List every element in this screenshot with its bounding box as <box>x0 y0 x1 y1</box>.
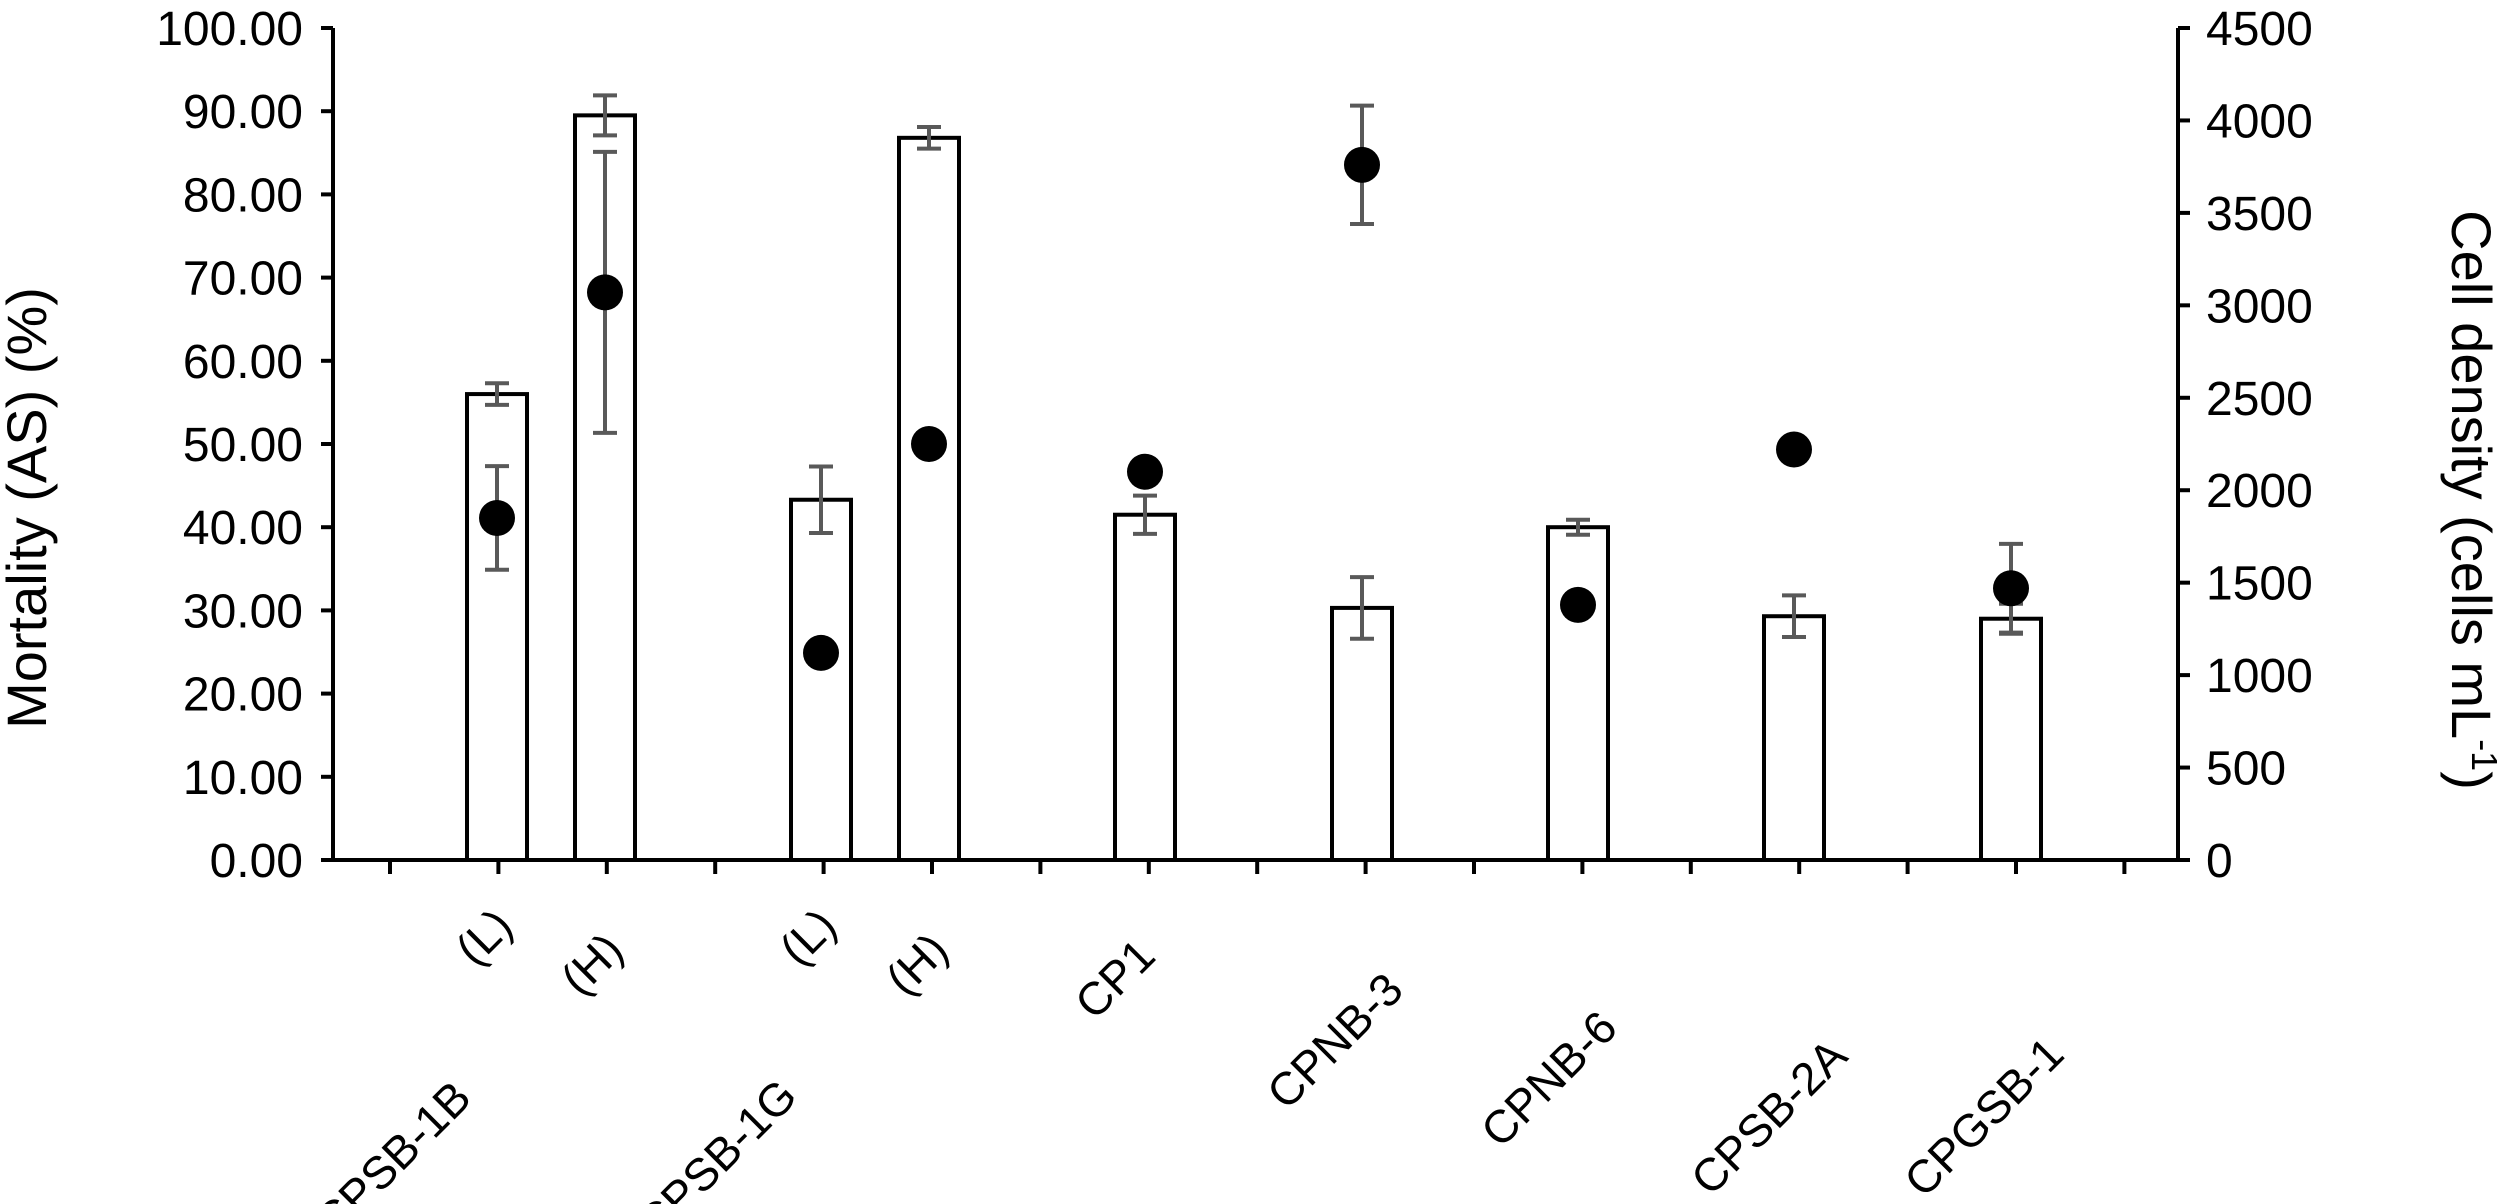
y-right-axis-title-sup: -1 <box>2464 739 2500 771</box>
x-category-label: CPGSB-1 <box>1894 1027 2074 1204</box>
data-point <box>479 499 515 536</box>
y-left-tick-label: 40.00 <box>183 502 303 555</box>
y-left-tick-label: 90.00 <box>183 86 303 139</box>
x-group-label: CPSB-1B <box>305 1071 481 1204</box>
y-left-tick-label: 60.00 <box>183 336 303 389</box>
bar <box>1762 614 1826 862</box>
y-left-tick-label: 30.00 <box>183 585 303 638</box>
bars <box>465 93 2043 863</box>
y-right-tick-label: 1000 <box>2206 650 2313 703</box>
y-right-tick-label: 0 <box>2206 835 2233 888</box>
y-left-axis-title: Mortality (AS) (%) <box>0 287 58 729</box>
y-left-tick-label: 100.00 <box>156 3 303 56</box>
y-right-axis-title: Cell density (cells mL-1) <box>2440 210 2500 790</box>
data-point <box>587 274 623 311</box>
data-point <box>1776 431 1812 468</box>
y-left-tick-label: 20.00 <box>183 669 303 722</box>
y-right-tick-label: 4500 <box>2206 3 2313 56</box>
data-point <box>1127 453 1163 490</box>
y-right-tick-label: 500 <box>2206 743 2286 796</box>
y-left-tick-label: 50.00 <box>183 419 303 472</box>
data-point <box>1560 586 1596 623</box>
points <box>479 103 2029 671</box>
axes <box>321 26 2190 874</box>
data-point <box>1344 146 1380 183</box>
bar <box>1330 605 1394 862</box>
bar <box>1113 512 1177 862</box>
data-point <box>803 634 839 671</box>
y-left-tick-label: 70.00 <box>183 253 303 306</box>
bar <box>1546 525 1610 862</box>
y-right-tick-label: 2000 <box>2206 465 2313 518</box>
y-left-tick-label: 0.00 <box>210 835 303 888</box>
bar <box>465 392 529 862</box>
x-category-label: CPNB-6 <box>1471 1001 1627 1157</box>
y-left-tick-label: 10.00 <box>183 752 303 805</box>
data-point <box>1993 570 2029 607</box>
x-category-label: (H) <box>876 923 958 1005</box>
bar <box>897 135 961 863</box>
x-category-label: (H) <box>551 923 633 1005</box>
x-category-label: (L) <box>769 898 846 975</box>
y-right-tick-label: 1500 <box>2206 558 2313 611</box>
x-category-label: CP1 <box>1065 929 1165 1029</box>
y-right-tick-label: 2500 <box>2206 373 2313 426</box>
y-right-tick-label: 3000 <box>2206 280 2313 333</box>
x-group-label: CPSB-1G <box>627 1069 807 1204</box>
y-right-tick-label: 4000 <box>2206 95 2313 148</box>
x-category-label: (L) <box>445 898 522 975</box>
x-category-label: CPNB-3 <box>1257 963 1413 1119</box>
data-point <box>911 426 947 462</box>
y-right-tick-label: 3500 <box>2206 188 2313 241</box>
x-category-label: CPSB-2A <box>1681 1028 1857 1204</box>
y-right-axis-title-main: Cell density (cells mL <box>2440 210 2500 739</box>
bar <box>789 497 853 862</box>
bar <box>1979 616 2043 862</box>
y-right-axis-title-close: ) <box>2440 771 2500 790</box>
y-left-tick-label: 80.00 <box>183 169 303 222</box>
